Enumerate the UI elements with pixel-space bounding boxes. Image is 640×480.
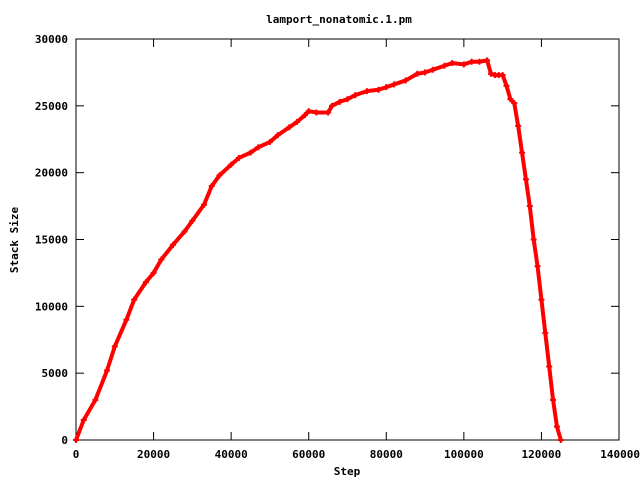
x-tick-label: 80000	[370, 448, 403, 461]
series-segment	[403, 71, 420, 83]
y-tick-label: 5000	[42, 367, 69, 380]
series-segment	[132, 280, 148, 302]
series-segment	[190, 202, 206, 223]
x-tick-label: 140000	[600, 448, 640, 461]
series-segment	[520, 150, 528, 182]
series-segment	[209, 173, 222, 189]
x-tick-label: 40000	[215, 448, 248, 461]
series-segment	[430, 63, 447, 72]
series-segment	[236, 150, 253, 160]
y-tick-label: 0	[61, 434, 68, 447]
series-segment	[112, 317, 129, 349]
series-segment	[151, 257, 164, 275]
series-segment	[551, 397, 559, 429]
series-segment	[256, 139, 272, 150]
chart-title: lamport_nonatomic.1.pm	[266, 13, 412, 26]
series-segment	[392, 78, 408, 87]
series-segment	[554, 424, 563, 442]
series-segment	[170, 229, 187, 247]
data-points	[73, 57, 564, 443]
series-segment	[531, 237, 540, 269]
x-axis-ticks: 0 20000 40000 60000 80000 100000 120000 140000	[73, 39, 640, 461]
series-segment	[201, 184, 214, 207]
x-tick-label: 120000	[522, 448, 562, 461]
series-segment	[159, 242, 175, 262]
series-segment	[105, 344, 117, 373]
y-tick-label: 15000	[35, 234, 68, 247]
series-segment	[353, 89, 369, 98]
series-segment	[547, 364, 556, 402]
series-segment	[143, 270, 156, 285]
y-tick-label: 30000	[35, 33, 68, 46]
series-segment	[535, 264, 544, 302]
y-axis-label: Stack Size	[8, 207, 21, 274]
y-tick-label: 25000	[35, 100, 68, 113]
series-segment	[81, 397, 98, 422]
series-segment	[504, 83, 513, 102]
series-segment	[516, 123, 525, 155]
x-tick-label: 0	[73, 448, 80, 461]
series-segment	[523, 177, 532, 209]
x-tick-label: 60000	[292, 448, 325, 461]
series-segment	[93, 368, 110, 402]
series-segment	[182, 218, 195, 234]
x-tick-label: 20000	[137, 448, 170, 461]
y-tick-label: 20000	[35, 167, 68, 180]
series-segment	[539, 297, 548, 336]
series-segment	[275, 125, 292, 138]
series-segment	[74, 417, 86, 442]
series-segment	[124, 297, 137, 322]
x-axis-label: Step	[334, 465, 361, 478]
series-segment	[485, 58, 494, 76]
series-segment	[512, 101, 521, 128]
y-tick-label: 10000	[35, 300, 68, 313]
series-segment	[543, 331, 552, 369]
y-axis-ticks: 0 5000 10000 15000 20000 25000 30000	[35, 33, 619, 447]
series-segment	[527, 204, 536, 242]
x-tick-label: 100000	[444, 448, 484, 461]
series-segment	[217, 162, 234, 178]
